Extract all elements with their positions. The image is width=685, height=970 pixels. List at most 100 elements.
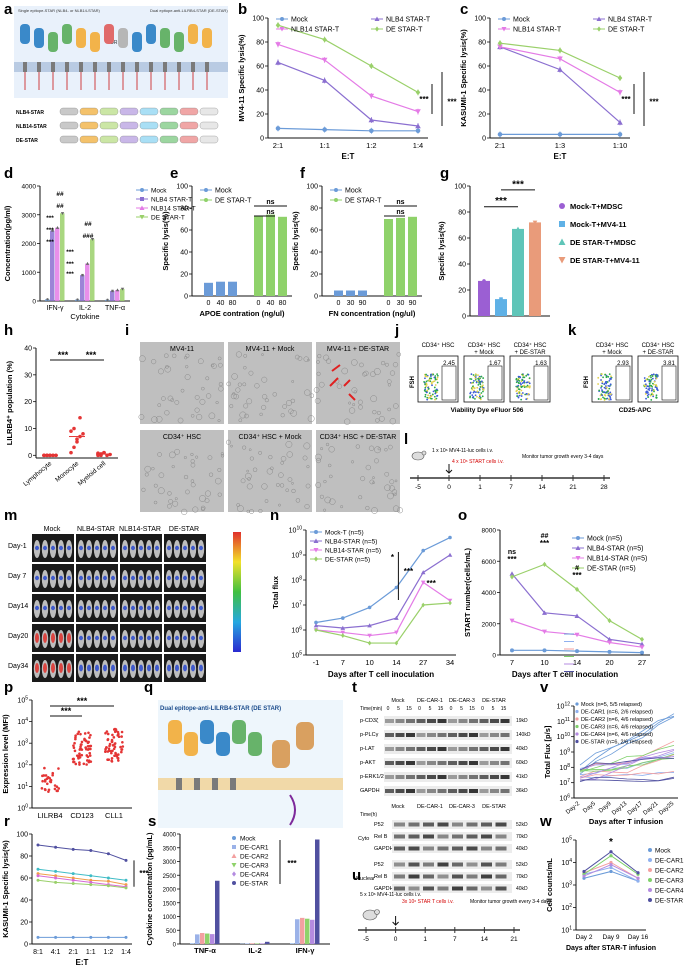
blot-row-label: GAPDH bbox=[374, 846, 394, 852]
data-point bbox=[83, 732, 87, 735]
event-dot bbox=[647, 396, 650, 398]
y-tick-label: 500 bbox=[166, 929, 177, 935]
data-point bbox=[110, 760, 114, 763]
event-dot bbox=[520, 393, 523, 396]
bioluminescence-signal bbox=[51, 545, 55, 551]
bioluminescence-signal bbox=[95, 545, 99, 551]
event-dot bbox=[425, 383, 428, 386]
cell-blob bbox=[286, 451, 293, 458]
panel-letter-c: c bbox=[460, 1, 468, 18]
microscopy-image bbox=[228, 342, 312, 424]
data-point bbox=[231, 853, 237, 858]
cell-blob bbox=[157, 403, 162, 407]
event-dot bbox=[474, 373, 477, 376]
blot-band bbox=[458, 761, 468, 765]
data-point bbox=[582, 869, 586, 874]
cell-blob bbox=[200, 507, 206, 512]
event-dot bbox=[525, 374, 528, 377]
timeline-day: 21 bbox=[510, 936, 518, 943]
data-point bbox=[89, 733, 92, 737]
ivis-row-label: Day 7 bbox=[8, 573, 26, 580]
blot-band bbox=[408, 862, 420, 867]
data-point bbox=[104, 749, 107, 753]
panel-letter-b: b bbox=[238, 1, 247, 18]
event-dot bbox=[528, 377, 531, 380]
blot-band bbox=[448, 719, 457, 723]
series-line bbox=[579, 770, 675, 779]
cell-blob bbox=[259, 412, 263, 417]
bioluminescence-signal bbox=[167, 635, 171, 641]
event-dot bbox=[522, 381, 525, 383]
q-membrane bbox=[158, 778, 343, 790]
panel-letter-l: l bbox=[404, 431, 408, 448]
blot-header: DE-CAR-1 bbox=[417, 804, 443, 810]
event-dot bbox=[604, 394, 607, 397]
event-dot bbox=[522, 376, 525, 379]
bar bbox=[255, 943, 260, 944]
microscopy-cell: CD34⁺ HSC + Mock bbox=[225, 430, 312, 514]
y-tick-label: 40 bbox=[180, 250, 188, 257]
construct-segment bbox=[199, 107, 219, 116]
y-tick-label: 100 bbox=[176, 184, 188, 191]
event-dot bbox=[653, 383, 655, 386]
legend-label: DE STAR-T bbox=[386, 27, 423, 34]
timeline-day: 28 bbox=[600, 484, 608, 491]
bar bbox=[60, 213, 65, 301]
cell-blob bbox=[183, 456, 187, 460]
u-injection-2: 3x 10⁶ STAR T cells i.v. bbox=[402, 899, 454, 905]
y-tick-label: 101 bbox=[17, 782, 28, 791]
bioluminescence-signal bbox=[111, 545, 115, 551]
blot-band bbox=[437, 834, 449, 839]
bioluminescence-signal bbox=[147, 635, 151, 641]
event-dot bbox=[427, 386, 429, 389]
legend-marker bbox=[575, 732, 579, 736]
data-point bbox=[557, 47, 563, 54]
data-point bbox=[557, 132, 563, 137]
cell-blob bbox=[258, 450, 262, 455]
panel-a-schematic: Single epitope-STAR (NLB4- or NLB14-STAR… bbox=[14, 6, 228, 144]
blot-band bbox=[427, 719, 436, 723]
blot-time: 0 bbox=[387, 706, 390, 712]
event-dot bbox=[430, 382, 433, 385]
y-tick-label: 4000 bbox=[163, 833, 177, 839]
x-axis-label: Days after T cell inoculation bbox=[328, 670, 434, 679]
y-tick-label: 104 bbox=[17, 717, 28, 726]
blot-row-label: P52 bbox=[374, 822, 384, 828]
event-dot bbox=[644, 383, 647, 386]
y-tick-label: 40 bbox=[310, 250, 318, 257]
y-tick-label: 100 bbox=[17, 804, 28, 813]
y-tick-label: 80 bbox=[458, 210, 466, 217]
x-tick-label: Day 16 bbox=[628, 934, 649, 941]
cell-blob bbox=[164, 353, 169, 358]
event-dot bbox=[603, 391, 606, 394]
cell-blob bbox=[278, 503, 281, 507]
legend-label: DE-CAR2 (n=6, 4/6 relapsed) bbox=[581, 717, 653, 723]
event-dot bbox=[600, 374, 602, 377]
event-dot bbox=[525, 398, 528, 401]
cell-blob bbox=[185, 365, 189, 369]
cell-blob bbox=[329, 474, 333, 479]
event-dot bbox=[650, 378, 653, 381]
legend-label: NLB4 STAR-T bbox=[151, 197, 192, 204]
bioluminescence-signal bbox=[139, 664, 143, 672]
x-tick-label: 1:1 bbox=[319, 141, 329, 150]
data-point bbox=[57, 767, 60, 770]
event-dot bbox=[479, 383, 482, 386]
legend-label: DE STAR-T bbox=[151, 215, 185, 222]
bar bbox=[50, 230, 55, 301]
cell-blob bbox=[365, 464, 371, 471]
microscopy-image bbox=[140, 342, 224, 424]
data-point bbox=[106, 852, 110, 856]
bioluminescence-signal bbox=[103, 545, 107, 551]
cell-blob bbox=[164, 410, 170, 416]
event-dot bbox=[605, 382, 608, 385]
microscopy-cell: MV4-11 + DE-STAR bbox=[313, 342, 401, 425]
blot-strip bbox=[384, 716, 512, 726]
data-point bbox=[81, 432, 85, 436]
domain-shape bbox=[20, 24, 30, 44]
bar bbox=[216, 281, 225, 296]
